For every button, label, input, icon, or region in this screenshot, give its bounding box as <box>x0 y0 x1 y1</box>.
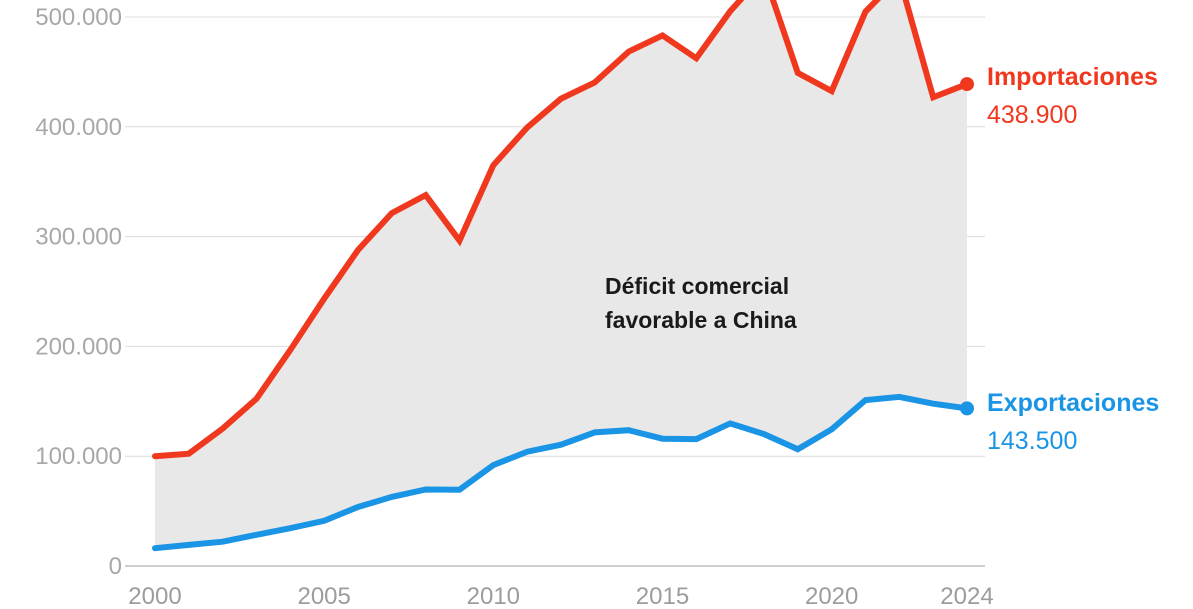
deficit-area-group <box>155 0 967 549</box>
y-tick-label: 0 <box>109 553 122 580</box>
data-point-exportaciones <box>524 449 530 455</box>
data-point-exportaciones <box>152 545 158 551</box>
data-point-exportaciones <box>457 487 463 493</box>
deficit-annotation-line-2: favorable a China <box>605 307 797 333</box>
data-point-importaciones <box>490 162 496 168</box>
y-tick-label: 500.000 <box>35 4 122 31</box>
data-point-importaciones <box>727 8 733 14</box>
data-point-exportaciones <box>960 401 974 416</box>
data-point-exportaciones <box>626 427 632 433</box>
data-point-exportaciones <box>727 420 733 426</box>
y-tick-label: 100.000 <box>35 443 122 470</box>
data-point-exportaciones <box>592 429 598 435</box>
deficit-area <box>155 0 967 549</box>
series-lines <box>152 0 974 552</box>
data-point-exportaciones <box>287 525 293 531</box>
data-point-exportaciones <box>186 542 192 548</box>
data-point-importaciones <box>423 192 429 198</box>
x-tick-label: 2005 <box>297 583 350 609</box>
data-point-exportaciones <box>558 442 564 448</box>
data-point-exportaciones <box>490 462 496 468</box>
data-point-importaciones <box>457 238 463 244</box>
data-point-importaciones <box>355 247 361 253</box>
y-tick-label: 200.000 <box>35 333 122 360</box>
x-tick-label: 2024 <box>940 583 993 609</box>
data-point-importaciones <box>389 210 395 216</box>
data-point-importaciones <box>592 79 598 85</box>
x-tick-label: 2000 <box>128 583 181 609</box>
data-point-exportaciones <box>693 436 699 442</box>
data-point-importaciones <box>558 96 564 102</box>
y-axis-tick-labels: 0 100.000 200.000 300.000 400.000 500.000 <box>35 4 122 580</box>
data-point-importaciones <box>254 396 260 402</box>
data-point-importaciones <box>220 426 226 432</box>
series-end-value-importaciones: 438.900 <box>987 101 1077 129</box>
data-point-exportaciones <box>660 436 666 442</box>
x-tick-label: 2010 <box>467 583 520 609</box>
data-point-importaciones <box>186 451 192 457</box>
data-point-importaciones <box>287 347 293 353</box>
series-label-exportaciones: Exportaciones <box>987 389 1159 417</box>
x-tick-label: 2015 <box>636 583 689 609</box>
x-tick-label: 2020 <box>805 583 858 609</box>
data-point-exportaciones <box>930 401 936 407</box>
data-point-importaciones <box>524 124 530 130</box>
y-tick-label: 300.000 <box>35 224 122 251</box>
data-point-importaciones <box>152 453 158 459</box>
data-point-importaciones <box>930 94 936 100</box>
data-point-exportaciones <box>896 394 902 400</box>
data-point-exportaciones <box>795 446 801 452</box>
y-tick-label: 400.000 <box>35 114 122 141</box>
data-point-importaciones <box>829 88 835 94</box>
data-point-importaciones <box>321 296 327 302</box>
data-point-exportaciones <box>321 518 327 524</box>
data-point-exportaciones <box>863 397 869 403</box>
data-point-importaciones <box>795 70 801 76</box>
data-point-exportaciones <box>389 494 395 500</box>
data-point-importaciones <box>693 55 699 61</box>
data-point-importaciones <box>863 9 869 15</box>
data-point-exportaciones <box>220 539 226 545</box>
series-line-exportaciones <box>152 393 970 552</box>
data-point-exportaciones <box>355 504 361 510</box>
data-point-exportaciones <box>254 532 260 538</box>
series-line-importaciones <box>152 0 970 460</box>
x-axis-tick-labels: 2000 2005 2010 2015 2020 2024 <box>128 583 993 609</box>
deficit-annotation-line-1: Déficit comercial <box>605 273 789 299</box>
series-end-labels: Importaciones 438.900 Exportaciones 143.500 <box>987 63 1159 455</box>
data-point-exportaciones <box>829 426 835 432</box>
series-label-importaciones: Importaciones <box>987 63 1158 91</box>
data-point-importaciones <box>626 49 632 55</box>
data-point-importaciones <box>960 77 974 92</box>
data-point-importaciones <box>660 32 666 38</box>
data-point-exportaciones <box>761 431 767 437</box>
data-point-exportaciones <box>423 486 429 492</box>
series-end-value-exportaciones: 143.500 <box>987 427 1077 455</box>
